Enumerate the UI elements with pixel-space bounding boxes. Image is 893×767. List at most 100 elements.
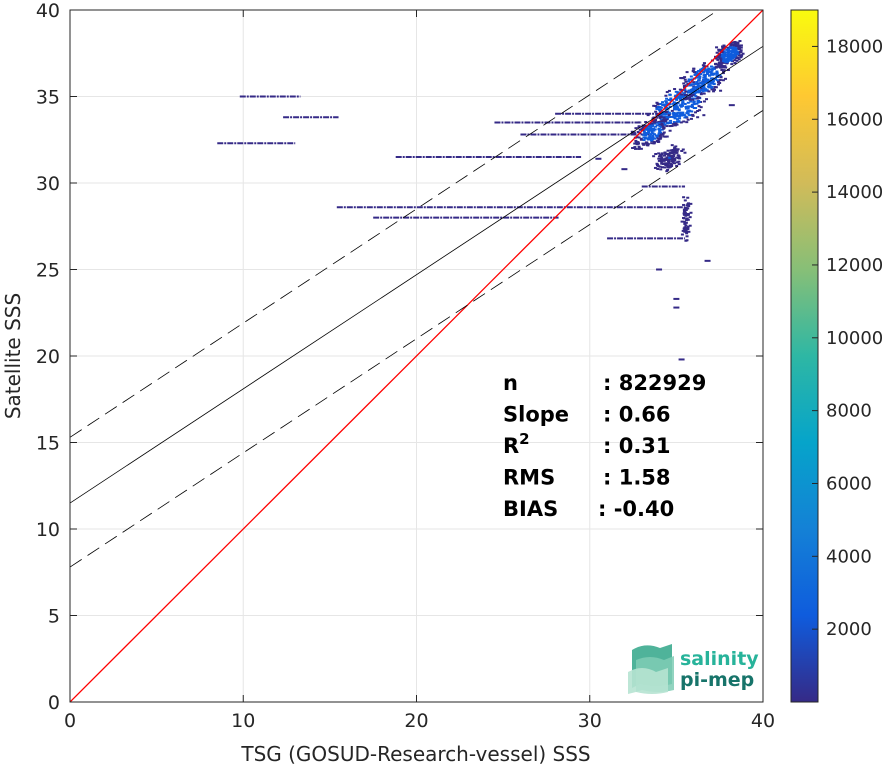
density-bin <box>691 69 695 72</box>
y-tick-label: 5 <box>48 606 60 628</box>
density-bin <box>702 65 706 68</box>
density-bin <box>653 104 657 107</box>
density-bin <box>736 42 740 45</box>
density-bin <box>733 62 737 65</box>
density-bin <box>677 160 681 163</box>
density-bin <box>733 59 737 62</box>
density-bin <box>718 74 722 77</box>
density-bin <box>655 136 659 139</box>
density-bin <box>726 53 730 56</box>
density-bin <box>637 125 641 128</box>
density-bin <box>665 170 669 173</box>
density-bin <box>648 135 652 138</box>
sparse-point <box>673 306 680 309</box>
density-bin <box>658 116 662 119</box>
density-bin <box>683 151 687 154</box>
density-bin <box>700 81 704 84</box>
density-bin <box>655 124 659 127</box>
density-bin <box>700 87 704 90</box>
density-bin <box>651 127 655 130</box>
density-bin <box>682 227 686 230</box>
density-bin <box>713 86 717 89</box>
density-bin <box>676 154 680 157</box>
density-bin <box>661 163 665 166</box>
density-bin <box>719 61 723 64</box>
axis-ticks: 0 10 20 30 40 0 5 10 15 20 25 30 35 40 <box>36 0 775 732</box>
sparse-point <box>704 259 711 262</box>
density-bin <box>695 71 699 74</box>
density-bin <box>667 152 671 155</box>
density-bin <box>678 95 682 98</box>
density-bin <box>698 70 702 73</box>
density-bin <box>675 151 679 154</box>
density-bin <box>670 149 674 152</box>
density-bin <box>680 150 684 153</box>
density-bin <box>644 124 648 127</box>
density-bin <box>672 155 676 158</box>
density-bin <box>739 46 743 49</box>
density-bin <box>699 68 703 71</box>
density-bin <box>639 137 643 140</box>
density-bin <box>736 52 740 55</box>
density-bin <box>725 60 729 63</box>
density-bin <box>658 125 662 128</box>
density-bin <box>724 77 728 80</box>
density-bin <box>645 126 649 129</box>
density-bin <box>658 108 662 111</box>
y-tick-label: 0 <box>48 692 60 714</box>
density-bin <box>653 166 657 169</box>
density-bin <box>669 121 673 124</box>
density-bin <box>722 58 726 61</box>
density-bin <box>735 44 739 47</box>
density-bin <box>654 119 658 122</box>
density-bin <box>698 82 702 85</box>
density-bin <box>675 113 679 116</box>
density-bin <box>682 217 686 220</box>
density-bin <box>689 117 693 120</box>
density-bin <box>722 50 726 53</box>
density-bin <box>676 91 680 94</box>
density-bin <box>678 97 682 100</box>
density-bin <box>709 85 713 88</box>
density-bin <box>681 101 685 104</box>
density-bin <box>659 168 663 171</box>
colorbar-tick-label: 16000 <box>826 109 883 130</box>
density-bin <box>699 85 703 88</box>
density-bin <box>663 166 667 169</box>
stats-value: : -0.40 <box>598 497 674 521</box>
density-bin <box>706 80 710 83</box>
density-bin <box>686 112 690 115</box>
density-bin <box>656 102 660 105</box>
density-bin <box>635 143 639 146</box>
density-bin <box>723 60 727 63</box>
density-bin <box>649 126 653 129</box>
density-bin <box>702 92 706 95</box>
density-bin <box>689 211 693 214</box>
density-bin <box>733 51 737 54</box>
density-bin <box>668 93 672 96</box>
density-bin <box>699 93 703 96</box>
density-bin <box>737 46 741 49</box>
density-bin <box>651 136 655 139</box>
density-bin <box>721 55 725 58</box>
density-bin <box>683 98 687 101</box>
density-bin <box>696 101 700 104</box>
density-bin <box>739 56 743 59</box>
y-axis-title: Satellite SSS <box>1 293 25 419</box>
density-bin <box>650 142 654 145</box>
density-bin <box>688 114 692 117</box>
density-bin <box>737 45 741 48</box>
density-bin <box>653 122 657 125</box>
density-bin <box>726 48 730 51</box>
density-bin <box>702 81 706 84</box>
density-bin <box>733 44 737 47</box>
density-bin <box>690 105 694 108</box>
density-bin <box>659 157 663 160</box>
density-bin <box>696 116 700 119</box>
density-bin <box>686 202 690 205</box>
density-bin <box>719 89 723 92</box>
density-bin <box>675 123 679 126</box>
density-bin <box>686 91 690 94</box>
density-bin <box>637 147 641 150</box>
